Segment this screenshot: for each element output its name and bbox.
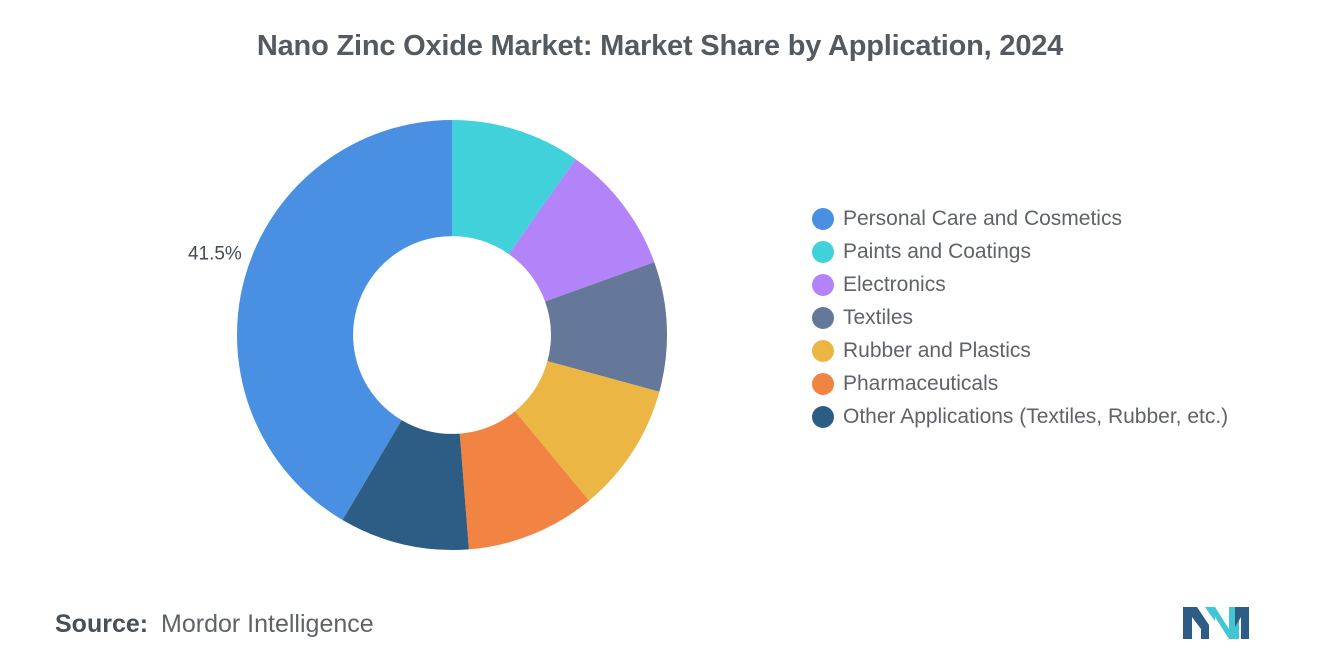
legend-label: Electronics <box>843 273 946 296</box>
legend-label: Pharmaceuticals <box>843 372 999 395</box>
legend-item: Other Applications (Textiles, Rubber, et… <box>812 402 1232 431</box>
donut-slice-3 <box>508 159 655 302</box>
legend-item: Paints and Coatings <box>812 237 1232 266</box>
legend-label: Personal Care and Cosmetics <box>843 207 1122 230</box>
donut-slice-7 <box>342 420 469 550</box>
legend-item: Personal Care and Cosmetics <box>812 204 1232 233</box>
donut-slice-2 <box>452 120 576 255</box>
source-line: Source: Mordor Intelligence <box>55 610 374 639</box>
source-label: Source: <box>55 610 149 638</box>
donut-slice-1 <box>237 120 452 521</box>
chart-legend: Personal Care and Cosmetics Paints and Co… <box>812 204 1232 435</box>
donut-slice-5 <box>515 361 660 501</box>
legend-item: Pharmaceuticals <box>812 369 1232 398</box>
legend-label: Rubber and Plastics <box>843 339 1031 362</box>
legend-swatch-icon <box>812 373 834 395</box>
legend-swatch-icon <box>812 208 834 230</box>
chart-title: Nano Zinc Oxide Market: Market Share by … <box>256 30 1064 62</box>
source-value: Mordor Intelligence <box>161 610 374 638</box>
legend-swatch-icon <box>812 241 834 263</box>
legend-swatch-icon <box>812 340 834 362</box>
legend-swatch-icon <box>812 307 834 329</box>
donut-slice-4 <box>545 262 667 392</box>
legend-item: Rubber and Plastics <box>812 336 1232 365</box>
slice-data-label: 41.5% <box>188 243 242 264</box>
legend-label: Paints and Coatings <box>843 240 1031 263</box>
legend-label: Other Applications (Textiles, Rubber, et… <box>843 405 1229 428</box>
donut-slice-6 <box>459 411 590 550</box>
mordor-logo-icon <box>1183 607 1249 639</box>
legend-swatch-icon <box>812 274 834 296</box>
legend-swatch-icon <box>812 406 834 428</box>
legend-item: Electronics <box>812 270 1232 299</box>
legend-item: Textiles <box>812 303 1232 332</box>
legend-label: Textiles <box>843 306 914 329</box>
